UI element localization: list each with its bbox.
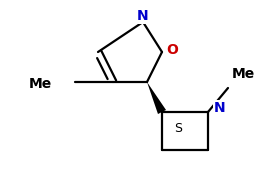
Text: O: O <box>166 43 178 57</box>
Text: Me: Me <box>232 67 255 81</box>
Text: S: S <box>174 122 182 134</box>
Text: Me: Me <box>29 77 52 91</box>
Text: N: N <box>137 9 149 23</box>
Text: N: N <box>214 101 226 115</box>
Polygon shape <box>147 82 166 114</box>
